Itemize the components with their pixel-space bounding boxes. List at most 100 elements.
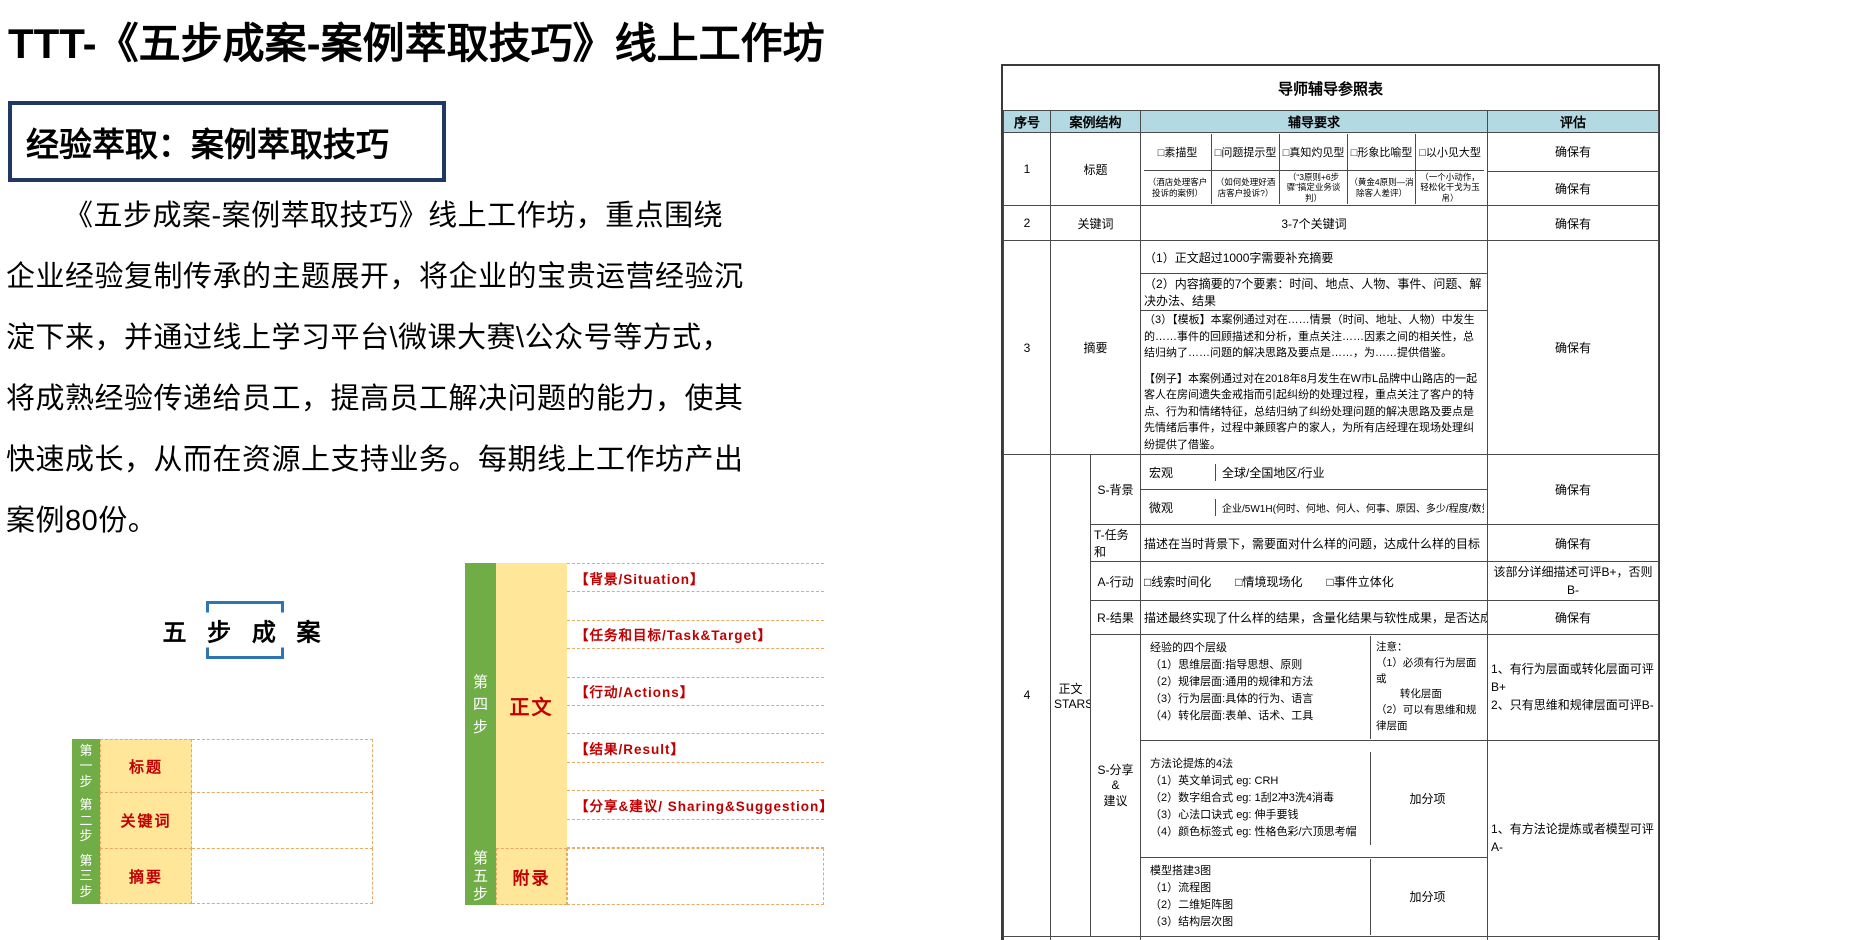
row4-levels-cell: 经验的四个层级 （1）思维层面:指导思想、原则 （2）规律层面:通用的规律和方法… xyxy=(1140,634,1489,741)
row2-structure: 关键词 xyxy=(1049,205,1142,241)
table-header-row: 序号 案例结构 辅导要求 评估 xyxy=(1003,110,1660,133)
title-example: （“3原则+6步骤”搞定业务谈判） xyxy=(1280,171,1349,204)
row-3-summary: 3 摘要 （1）正文超过1000字需要补充摘要 确保有 xyxy=(1003,240,1660,455)
row-5-appendix: 5 附录 根据实际需求添加 视情况有 xyxy=(1003,935,1660,940)
step3-row: 第 三 步 摘要 xyxy=(72,848,373,904)
row4-a-action-text: □线索时间化 □情境现场化 □事件立体化 xyxy=(1140,561,1489,601)
row4-methods-eval: 1、有方法论提炼或者模型可评A- xyxy=(1487,739,1660,937)
section-actions: 【行动/Actions】 xyxy=(567,678,824,706)
experience-levels: 经验的四个层级 （1）思维层面:指导思想、原则 （2）规律层面:通用的规律和方法… xyxy=(1144,636,1372,739)
step1-label: 标题 xyxy=(100,739,192,793)
row4-t-task-text: 描述在当时背景下，需要面对什么样的问题，达成什么样的目标 xyxy=(1140,524,1489,562)
row5-eval: 视情况有 xyxy=(1487,935,1660,940)
row4-s-background-label: S-背景 xyxy=(1089,454,1142,525)
row1-requirements: □素描型 □问题提示型 □真知灼见型 □形象比喻型 □以小见大型 （酒店处理客户… xyxy=(1140,132,1489,206)
row4-micro-cell: 微观 企业/5W1H(何时、何地、何人、何事、原因、多少/程度/数量） xyxy=(1140,489,1489,525)
coaching-reference-table: 导师辅导参照表 序号 案例结构 辅导要求 评估 1 标题 □素描型 □问题提示型… xyxy=(1001,64,1660,940)
row1-structure: 标题 xyxy=(1049,132,1142,206)
step1-badge: 第 一 步 xyxy=(72,739,100,793)
subtitle-text: 经验萃取：案例萃取技巧 xyxy=(26,125,389,163)
row4-levels-eval: 1、有行为层面或转化层面可评B+ 2、只有思维和规律层面可评B- xyxy=(1487,634,1660,741)
step2-row: 第 二 步 关键词 xyxy=(72,792,373,849)
row4-r-result-text: 描述最终实现了什么样的结果，含量化结果与软性成果，是否达成目标 xyxy=(1140,600,1489,635)
row3-item3-cell: （3）【模板】本案例通过对在……情景（时间、地址、人物）中发生的……事件的回顾描… xyxy=(1140,310,1489,455)
row3-example: 【例子】本案例通过对在2018年8月发生在W市L品牌中山路店的一起客人在房间遗失… xyxy=(1144,372,1478,451)
row4-t-task-label: T-任务和 xyxy=(1089,524,1142,562)
row4-a-action-eval: 该部分详细描述可评B+，否则B- xyxy=(1487,561,1660,601)
table-title: 导师辅导参照表 xyxy=(1277,80,1383,98)
micro-text: 企业/5W1H(何时、何地、何人、何事、原因、多少/程度/数量） xyxy=(1222,503,1485,515)
step4-badge: 第 四 步 xyxy=(465,563,496,848)
steps-4-5-diagram: 第 四 步 正文 【背景/Situation】 【任务和目标/Task&Targ… xyxy=(465,563,833,905)
model-list: 模型搭建3图 （1）流程图 （2）二维矩阵图 （3）结构层次图 xyxy=(1144,858,1372,935)
row3-item2: （2）内容摘要的7个要素：时间、地点、人物、事件、问题、解决办法、结果 xyxy=(1140,273,1489,311)
row5-no: 5 xyxy=(1003,935,1051,940)
section-task: 【任务和目标/Task&Target】 xyxy=(567,621,824,650)
row4-structure: 正文 STARS xyxy=(1050,454,1091,937)
row1-no: 1 xyxy=(1003,132,1051,206)
step3-empty-box xyxy=(192,848,373,904)
row2-eval: 确保有 xyxy=(1487,205,1660,241)
intro-paragraph: 《五步成案-案例萃取技巧》线上工作坊，重点围绕 企业经验复制传承的主题展开，将企… xyxy=(6,200,744,537)
header-structure: 案例结构 xyxy=(1049,110,1142,133)
header-no: 序号 xyxy=(1003,110,1051,133)
step2-empty-box xyxy=(192,792,373,849)
row4-models-cell: 模型搭建3图 （1）流程图 （2）二维矩阵图 （3）结构层次图 加分项 xyxy=(1140,856,1489,937)
step1-row: 第 一 步 标题 xyxy=(72,739,373,793)
step4-row: 第 四 步 正文 【背景/Situation】 【任务和目标/Task&Targ… xyxy=(465,563,833,848)
micro-label: 微观 xyxy=(1144,498,1217,516)
row2-no: 2 xyxy=(1003,205,1051,241)
row2-requirement: 3-7个关键词 xyxy=(1140,205,1489,241)
row4-methods-cell: 方法论提炼的4法 （1）英文单词式 eg: CRH （2）数字组合式 eg: 1… xyxy=(1140,739,1489,858)
title-type: □素描型 xyxy=(1144,134,1213,171)
title-example: （酒店处理客户投诉的案例） xyxy=(1144,171,1213,204)
step1-empty-box xyxy=(192,739,373,793)
title-type: □真知灼见型 xyxy=(1280,134,1349,171)
five-steps-title: 五 步 成 案 xyxy=(159,612,331,648)
step5-row: 第 五 步 附录 xyxy=(465,848,824,905)
row4-s-share-label: S-分享& 建议 xyxy=(1089,634,1142,937)
row4-r-result-label: R-结果 xyxy=(1089,600,1142,635)
title-example: （一个小动作，轻松化干戈为玉帛） xyxy=(1420,171,1480,203)
row5-structure: 附录 xyxy=(1049,935,1142,940)
row5-requirement: 根据实际需求添加 xyxy=(1140,935,1489,940)
step5-empty-box xyxy=(567,848,824,905)
row1-eval-top: 确保有 xyxy=(1487,132,1660,172)
methods-bonus: 加分项 xyxy=(1409,791,1446,806)
row3-eval: 确保有 xyxy=(1487,240,1660,455)
title-type: □形象比喻型 xyxy=(1348,134,1417,171)
row-4-body: 4 正文 STARS S-背景 宏观 全球/全国地区/行业 确保有 xyxy=(1003,454,1660,937)
models-bonus: 加分项 xyxy=(1409,890,1446,905)
page-title: TTT-《五步成案-案例萃取技巧》线上工作坊 xyxy=(8,20,825,67)
row3-no: 3 xyxy=(1003,240,1051,455)
star-sections: 【背景/Situation】 【任务和目标/Task&Target】 【行动/A… xyxy=(567,563,833,848)
methodology-list: 方法论提炼的4法 （1）英文单词式 eg: CRH （2）数字组合式 eg: 1… xyxy=(1144,751,1372,846)
row4-a-action-label: A-行动 xyxy=(1089,561,1142,601)
title-example: （如何处理好酒店客户投诉?） xyxy=(1212,171,1281,204)
row-2-keywords: 2 关键词 3-7个关键词 确保有 xyxy=(1003,205,1660,241)
subtitle-box: 经验萃取：案例萃取技巧 xyxy=(8,101,446,182)
step5-label: 附录 xyxy=(496,848,567,905)
row1-eval-bottom: 确保有 xyxy=(1487,170,1660,207)
row3-structure: 摘要 xyxy=(1049,240,1142,455)
step4-label: 正文 xyxy=(496,563,567,848)
levels-note: 注意： （1）必须有行为层面或 转化层面 （2）可以有思维和规律层面 xyxy=(1376,641,1477,732)
title-type: □问题提示型 xyxy=(1212,134,1281,171)
row4-s-background-eval: 确保有 xyxy=(1487,454,1660,525)
header-requirement: 辅导要求 xyxy=(1140,110,1489,133)
five-steps-title-box: 五 步 成 案 xyxy=(159,601,331,659)
step2-badge: 第 二 步 xyxy=(72,792,100,849)
section-result: 【结果/Result】 xyxy=(567,734,824,763)
row4-macro-cell: 宏观 全球/全国地区/行业 xyxy=(1140,454,1489,490)
steps-1-3-diagram: 第 一 步 标题 第 二 步 关键词 第 三 步 摘要 xyxy=(72,739,373,904)
row3-item1: （1）正文超过1000字需要补充摘要 xyxy=(1140,240,1489,274)
section-sharing: 【分享&建议/ Sharing&Suggestion】 xyxy=(567,791,833,820)
macro-label: 宏观 xyxy=(1144,463,1217,481)
macro-text: 全球/全国地区/行业 xyxy=(1222,465,1325,480)
row4-t-task-eval: 确保有 xyxy=(1487,524,1660,562)
title-example: （黄金4原则—消除客人差评） xyxy=(1348,171,1417,204)
step5-badge: 第 五 步 xyxy=(465,848,496,905)
title-type: □以小见大型 xyxy=(1416,134,1485,171)
row4-r-result-eval: 确保有 xyxy=(1487,600,1660,635)
